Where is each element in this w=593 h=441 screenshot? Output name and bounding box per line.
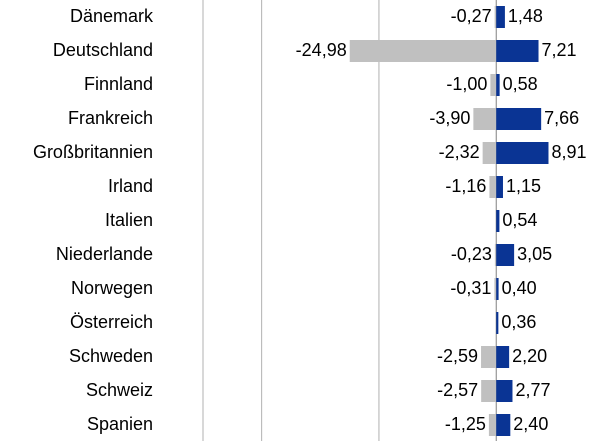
- bar: [496, 380, 513, 402]
- bar: [496, 210, 500, 232]
- bar: [496, 108, 542, 130]
- y-tick-label: Schweiz: [86, 380, 153, 400]
- y-tick-label: Irland: [108, 176, 153, 196]
- value-label: 0,54: [502, 210, 537, 230]
- bar: [481, 380, 497, 402]
- bar: [496, 40, 539, 62]
- value-label: -3,90: [429, 108, 470, 128]
- bar: [482, 142, 497, 164]
- value-label: -1,00: [446, 74, 487, 94]
- value-label: -1,25: [445, 414, 486, 434]
- y-tick-label: Deutschland: [53, 40, 153, 60]
- y-tick-label: Niederlande: [56, 244, 153, 264]
- value-label: -2,32: [439, 142, 480, 162]
- bar: [496, 244, 515, 266]
- value-label: 0,58: [503, 74, 538, 94]
- value-label: 0,36: [501, 312, 536, 332]
- bar: [496, 74, 500, 96]
- bar: [496, 312, 499, 334]
- y-tick-label: Spanien: [87, 414, 153, 434]
- bar: [496, 6, 505, 28]
- bar: [488, 414, 497, 436]
- y-tick-label: Norwegen: [71, 278, 153, 298]
- value-label: 2,77: [515, 380, 550, 400]
- value-label: -1,16: [445, 176, 486, 196]
- bar: [481, 346, 497, 368]
- y-tick-label: Italien: [105, 210, 153, 230]
- value-label: -24,98: [296, 40, 347, 60]
- bar: [473, 108, 497, 130]
- y-tick-label: Schweden: [69, 346, 153, 366]
- value-label: 7,66: [544, 108, 579, 128]
- value-label: -2,59: [437, 346, 478, 366]
- bar: [489, 176, 497, 198]
- value-label: 1,48: [508, 6, 543, 26]
- value-label: 8,91: [551, 142, 586, 162]
- y-tick-label: Dänemark: [70, 6, 154, 26]
- bar: [490, 74, 497, 96]
- bar: [496, 176, 503, 198]
- value-label: 1,15: [506, 176, 541, 196]
- bar: [496, 346, 510, 368]
- value-label: 3,05: [517, 244, 552, 264]
- bar: [494, 244, 497, 266]
- bar: [349, 40, 497, 62]
- bar: [496, 414, 511, 436]
- y-tick-label: Frankreich: [68, 108, 153, 128]
- value-label: -0,31: [450, 278, 491, 298]
- value-label: 7,21: [542, 40, 577, 60]
- bar: [496, 142, 549, 164]
- y-tick-label: Großbritannien: [33, 142, 153, 162]
- bar: [494, 6, 497, 28]
- value-label: -0,27: [451, 6, 492, 26]
- value-label: 0,40: [502, 278, 537, 298]
- y-tick-label: Finnland: [84, 74, 153, 94]
- value-label: 2,40: [513, 414, 548, 434]
- y-tick-label: Österreich: [70, 312, 153, 332]
- value-label: -2,57: [437, 380, 478, 400]
- bar: [496, 278, 499, 300]
- value-label: -0,23: [451, 244, 492, 264]
- bar: [494, 278, 497, 300]
- value-label: 2,20: [512, 346, 547, 366]
